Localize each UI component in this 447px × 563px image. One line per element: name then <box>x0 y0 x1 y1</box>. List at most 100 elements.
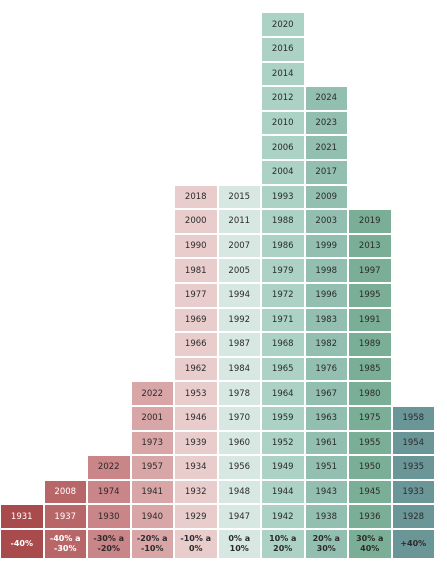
year-cell: 1937 <box>44 505 86 528</box>
year-cell: 2004 <box>262 161 304 184</box>
year-cell: 1996 <box>305 284 347 307</box>
year-cell: 2010 <box>262 111 304 135</box>
year-cell: 1997 <box>349 259 391 282</box>
year-cell: 1994 <box>218 284 260 307</box>
year-cell: 2009 <box>305 185 347 209</box>
year-cell: 1947 <box>218 505 260 528</box>
year-cell: 1971 <box>262 308 304 332</box>
year-cell: 1943 <box>305 480 347 504</box>
year-cell: 1944 <box>262 480 304 504</box>
year-cell: 2008 <box>44 480 86 504</box>
year-cell: 2022 <box>131 382 173 405</box>
year-cell: 1936 <box>349 505 391 528</box>
year-cell: 1959 <box>262 407 304 430</box>
year-cell: 1979 <box>262 259 304 282</box>
year-cell: 1928 <box>392 505 434 528</box>
year-cell: 1989 <box>349 333 391 356</box>
year-cell: 2017 <box>305 161 347 184</box>
year-cell: 1941 <box>131 480 173 504</box>
year-cell: 1961 <box>305 431 347 455</box>
bin-label: 20% a 30% <box>305 530 347 558</box>
year-cell: 1968 <box>262 333 304 356</box>
year-cell: 1939 <box>175 431 217 455</box>
year-cell: 1981 <box>175 259 217 282</box>
year-cell: 1983 <box>305 308 347 332</box>
year-cell: 2018 <box>175 185 217 209</box>
year-cell: 1974 <box>88 480 130 504</box>
year-cell: 1960 <box>218 431 260 455</box>
bin-label: -30% a -20% <box>88 530 130 558</box>
year-cell: 1931 <box>1 505 43 528</box>
year-cell: 1975 <box>349 407 391 430</box>
year-cell: 1964 <box>262 382 304 405</box>
year-cell: 1999 <box>305 234 347 258</box>
year-cell: 2011 <box>218 210 260 233</box>
year-cell: 2001 <box>131 407 173 430</box>
year-cell: 1976 <box>305 357 347 381</box>
bin-label: -40% <box>1 530 43 558</box>
year-cell: 1998 <box>305 259 347 282</box>
year-cell: 1993 <box>262 185 304 209</box>
year-cell: 1957 <box>131 456 173 479</box>
year-cell: 2015 <box>218 185 260 209</box>
year-cell: 1965 <box>262 357 304 381</box>
year-cell: 1992 <box>218 308 260 332</box>
year-cell: 1932 <box>175 480 217 504</box>
year-cell: 1970 <box>218 407 260 430</box>
year-cell: 2000 <box>175 210 217 233</box>
year-cell: 1967 <box>305 382 347 405</box>
year-cell: 1929 <box>175 505 217 528</box>
bin-label: 10% a 20% <box>262 530 304 558</box>
year-cell: 2024 <box>305 87 347 110</box>
bin-label: -40% a -30% <box>44 530 86 558</box>
year-cell: 1995 <box>349 284 391 307</box>
year-cell: 1949 <box>262 456 304 479</box>
year-cell: 2020 <box>262 13 304 36</box>
bin-label: 0% a 10% <box>218 530 260 558</box>
year-cell: 1988 <box>262 210 304 233</box>
year-cell: 1987 <box>218 333 260 356</box>
year-cell: 1952 <box>262 431 304 455</box>
bin-label: -10% a 0% <box>175 530 217 558</box>
year-cell: 1951 <box>305 456 347 479</box>
year-cell: 1990 <box>175 234 217 258</box>
year-cell: 2014 <box>262 62 304 86</box>
year-cell: 1966 <box>175 333 217 356</box>
year-cell: 1954 <box>392 431 434 455</box>
year-cell: 1985 <box>349 357 391 381</box>
year-cell: 1938 <box>305 505 347 528</box>
year-cell: 1972 <box>262 284 304 307</box>
year-cell: 1982 <box>305 333 347 356</box>
year-cell: 1984 <box>218 357 260 381</box>
year-cell: 1945 <box>349 480 391 504</box>
year-cell: 1973 <box>131 431 173 455</box>
year-cell: 1953 <box>175 382 217 405</box>
year-cell: 1948 <box>218 480 260 504</box>
year-cell: 2012 <box>262 87 304 110</box>
year-cell: 2003 <box>305 210 347 233</box>
year-cell: 1934 <box>175 456 217 479</box>
year-cell: 2007 <box>218 234 260 258</box>
bin-label: 30% a 40% <box>349 530 391 558</box>
year-cell: 1977 <box>175 284 217 307</box>
year-cell: 1969 <box>175 308 217 332</box>
year-cell: 2023 <box>305 111 347 135</box>
bin-label: -20% a -10% <box>131 530 173 558</box>
year-cell: 1978 <box>218 382 260 405</box>
year-cell: 2006 <box>262 136 304 159</box>
year-cell: 1956 <box>218 456 260 479</box>
year-cell: 2021 <box>305 136 347 159</box>
year-cell: 2005 <box>218 259 260 282</box>
year-cell: 1950 <box>349 456 391 479</box>
year-cell: 1955 <box>349 431 391 455</box>
year-cell: 1930 <box>88 505 130 528</box>
year-cell: 1935 <box>392 456 434 479</box>
year-cell: 1963 <box>305 407 347 430</box>
year-cell: 2013 <box>349 234 391 258</box>
year-cell: 2016 <box>262 38 304 61</box>
year-cell: 1986 <box>262 234 304 258</box>
year-cell: 1942 <box>262 505 304 528</box>
year-cell: 2022 <box>88 456 130 479</box>
year-cell: 1940 <box>131 505 173 528</box>
year-cell: 1991 <box>349 308 391 332</box>
